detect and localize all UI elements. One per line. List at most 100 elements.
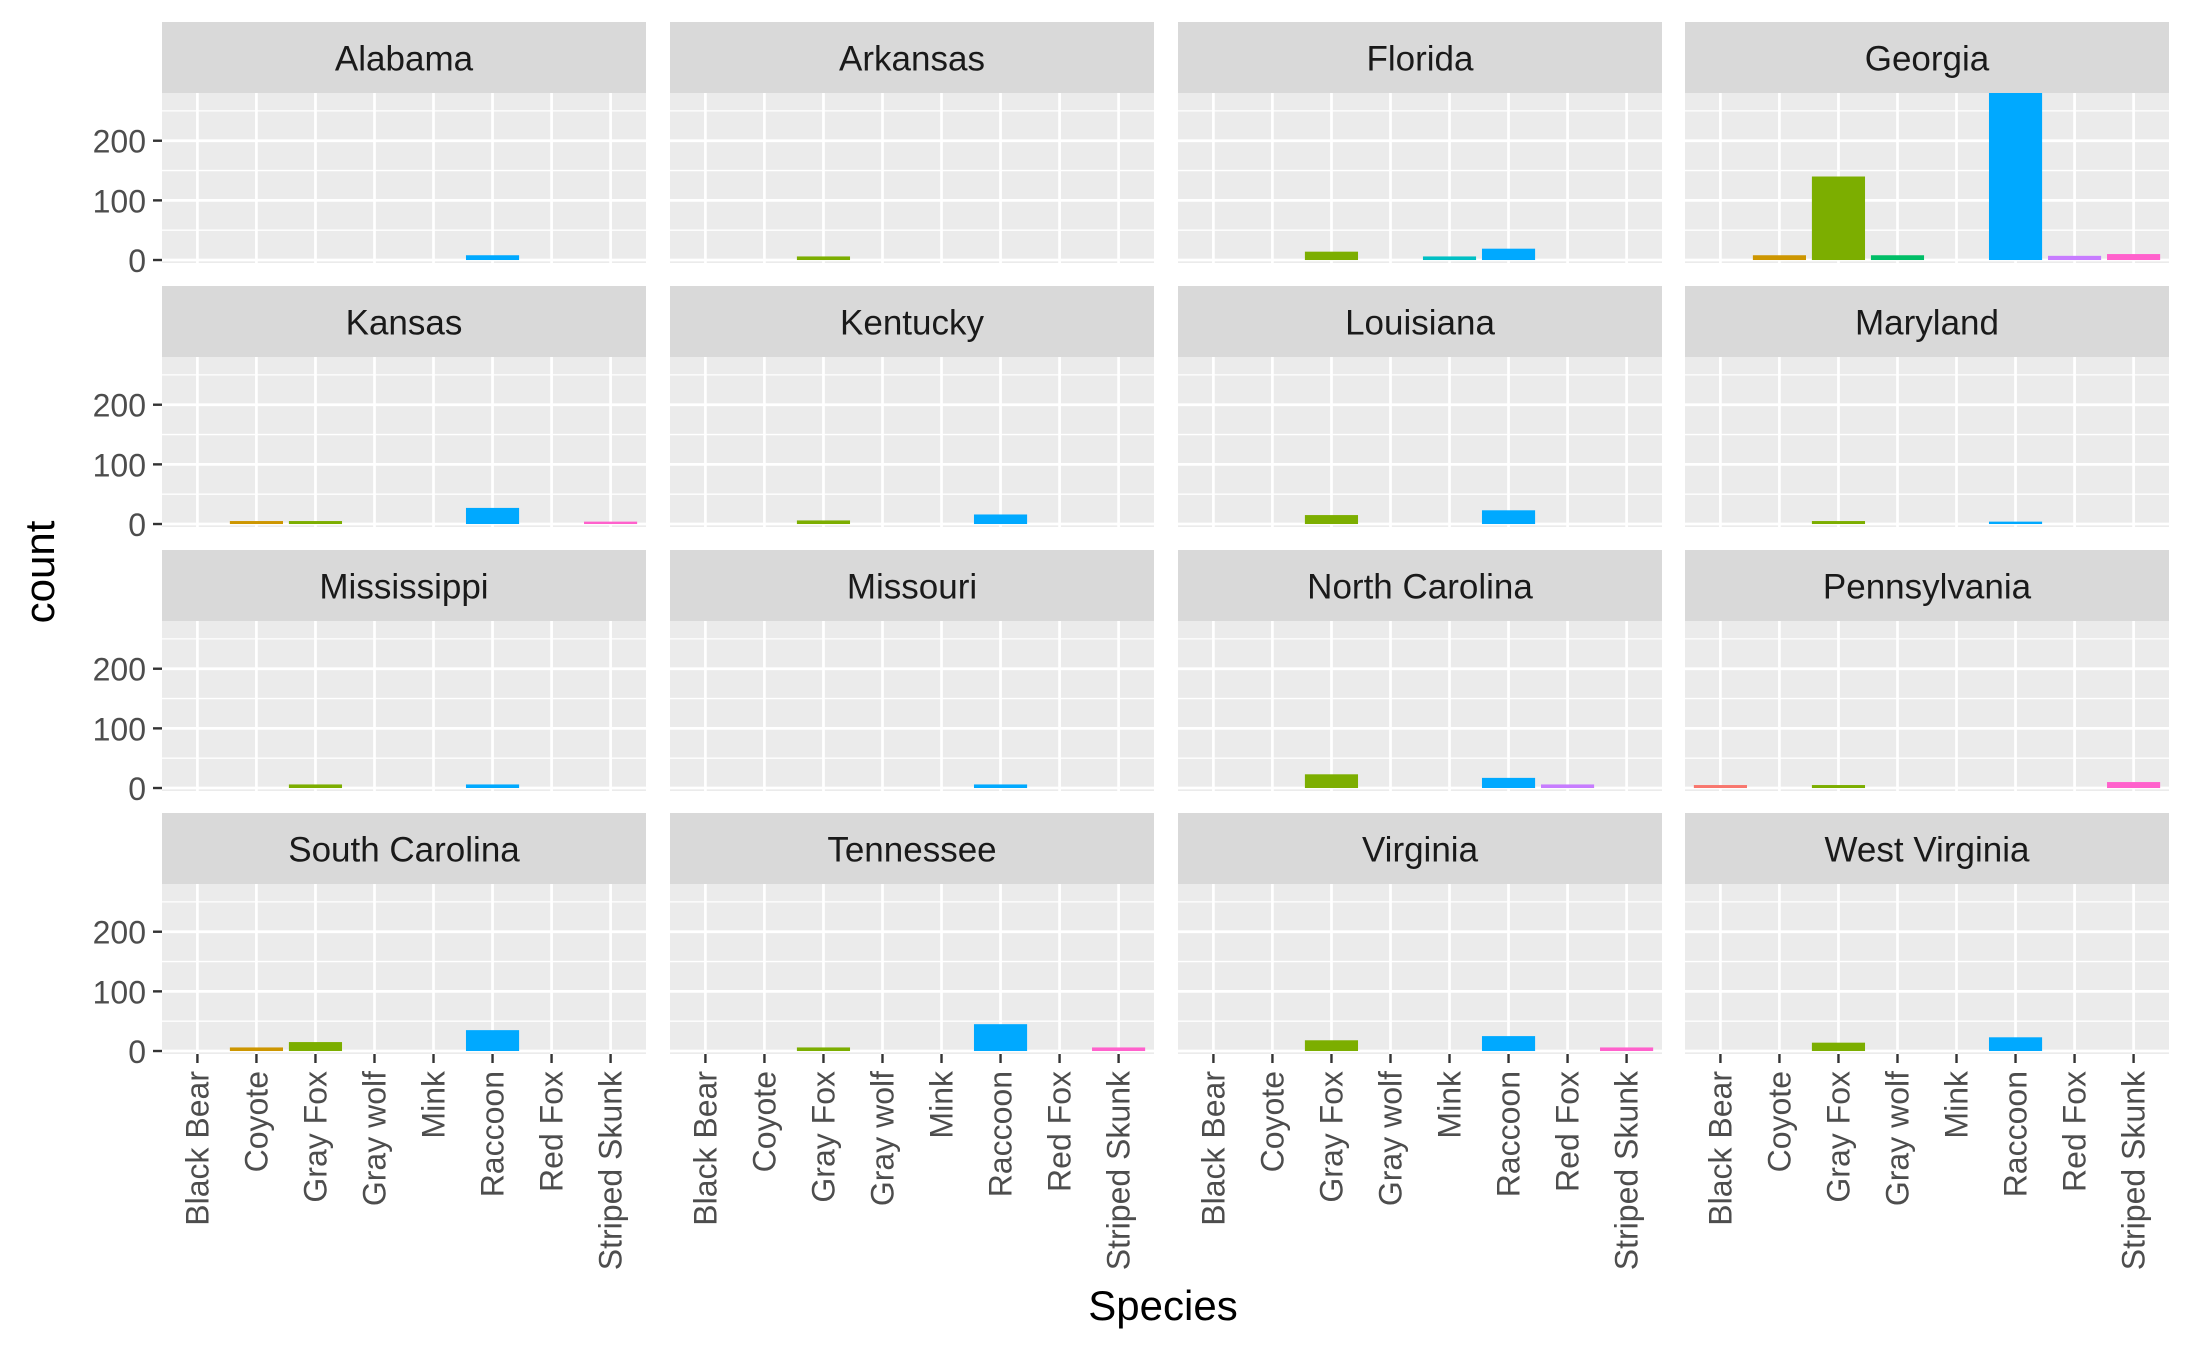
y-tick-label: 100 [93,974,146,1010]
x-tick-label: Red Fox [1550,1071,1586,1192]
facet-label: Mississippi [319,568,488,607]
facet-label: Virginia [1362,831,1479,870]
bar-gray-fox [1304,1040,1359,1052]
facet-panel: West Virginia [1685,813,2169,1054]
x-axis-title: Species [1088,1282,1237,1329]
x-tick-label: Red Fox [1042,1071,1078,1192]
bar-black-bear [1693,785,1747,789]
plot-background [1178,621,1662,791]
y-tick-label: 0 [128,1034,146,1070]
facet-label: Louisiana [1345,304,1495,343]
facet-label: Georgia [1865,40,1990,79]
facet-strip [162,813,646,884]
y-tick-label: 0 [128,771,146,807]
facet-panel: North Carolina [1178,550,1662,791]
y-tick-label: 200 [93,915,146,951]
plot-background [1685,621,2169,791]
facet-label: Tennessee [827,831,996,870]
x-tick-label: Mink [924,1070,960,1139]
x-tick-label: Black Bear [1195,1071,1231,1226]
bar-mink [1422,256,1477,261]
facet-label: Arkansas [839,40,985,79]
y-tick-label: 200 [93,124,146,160]
plot-background [670,357,1154,527]
plot-background [1685,93,2169,263]
facet-strip [670,286,1154,357]
facet-label: North Carolina [1307,568,1533,607]
bar-gray-wolf [1870,255,1925,261]
bar-gray-fox [796,520,851,525]
x-tick-label: Gray wolf [1879,1071,1915,1206]
bar-red-fox [1541,784,1595,789]
facet-label: Missouri [847,568,977,607]
facet-label: Pennsylvania [1823,568,2032,607]
bar-gray-fox [1304,774,1359,789]
bar-gray-fox [1304,515,1359,525]
plot-background [1685,884,2169,1054]
x-tick-label: Coyote [1761,1071,1797,1172]
y-axis-title: count [16,520,63,623]
x-tick-label: Red Fox [534,1071,570,1192]
bar-raccoon [465,507,520,525]
bar-raccoon [973,784,1028,789]
x-tick-label: Raccoon [983,1071,1019,1197]
plot-background [162,357,646,527]
bar-striped-skunk [584,521,638,525]
facet-strip [162,550,646,621]
bar-gray-fox [288,1042,343,1052]
y-tick-label: 100 [93,183,146,219]
bar-raccoon [1481,777,1536,789]
x-tick-label: Black Bear [1702,1071,1738,1226]
facet-panel: Florida [1178,22,1662,263]
bar-striped-skunk [2107,782,2161,789]
x-tick-label: Gray Fox [1820,1071,1856,1203]
facet-panel: Kansas [162,286,646,527]
facet-panel: Pennsylvania [1685,550,2169,791]
facet-panel: Maryland [1685,286,2169,527]
bar-raccoon [1481,248,1536,261]
bar-raccoon [1481,1036,1536,1052]
plot-background [670,621,1154,791]
bar-raccoon [1481,510,1536,525]
bar-raccoon [973,514,1028,525]
bar-raccoon [973,1024,1028,1052]
bar-gray-fox [288,784,343,789]
facet-panel: Missouri [670,550,1154,791]
facet-strip [1178,550,1662,621]
bar-gray-fox [1811,785,1866,789]
x-tick-label: Mink [416,1070,452,1139]
x-tick-label: Gray Fox [805,1071,841,1203]
plot-background [162,93,646,263]
bar-raccoon [465,784,520,789]
bar-striped-skunk [1092,1047,1146,1052]
bar-coyote [1752,255,1806,261]
x-tick-label: Raccoon [1491,1071,1527,1197]
y-tick-label: 0 [128,243,146,279]
plot-background [162,884,646,1054]
facet-strip [1178,286,1662,357]
x-tick-label: Black Bear [179,1071,215,1226]
y-tick-label: 200 [93,388,146,424]
x-tick-label: Striped Skunk [1609,1070,1645,1270]
facet-label: Kentucky [840,304,984,343]
bar-striped-skunk [1600,1047,1654,1052]
plot-background [162,621,646,791]
bar-gray-fox [796,1047,851,1052]
x-tick-label: Coyote [746,1071,782,1172]
x-tick-label: Coyote [1254,1071,1290,1172]
y-tick-label: 100 [93,447,146,483]
y-tick-label: 0 [128,507,146,543]
x-tick-label: Gray Fox [1313,1071,1349,1203]
facet-strip [670,550,1154,621]
bar-raccoon [465,255,520,261]
x-tick-label: Gray wolf [1372,1071,1408,1206]
x-tick-label: Raccoon [475,1071,511,1197]
facet-strip [1178,22,1662,93]
y-axes: 0 100 200 0 100 200 0 100 200 0 100 200 [93,124,162,1070]
y-tick-label: 200 [93,652,146,688]
facet-strip [1178,813,1662,884]
bar-striped-skunk [2107,254,2161,261]
plot-background [1178,357,1662,527]
bar-gray-fox [1304,251,1359,261]
facet-strip [1685,813,2169,884]
